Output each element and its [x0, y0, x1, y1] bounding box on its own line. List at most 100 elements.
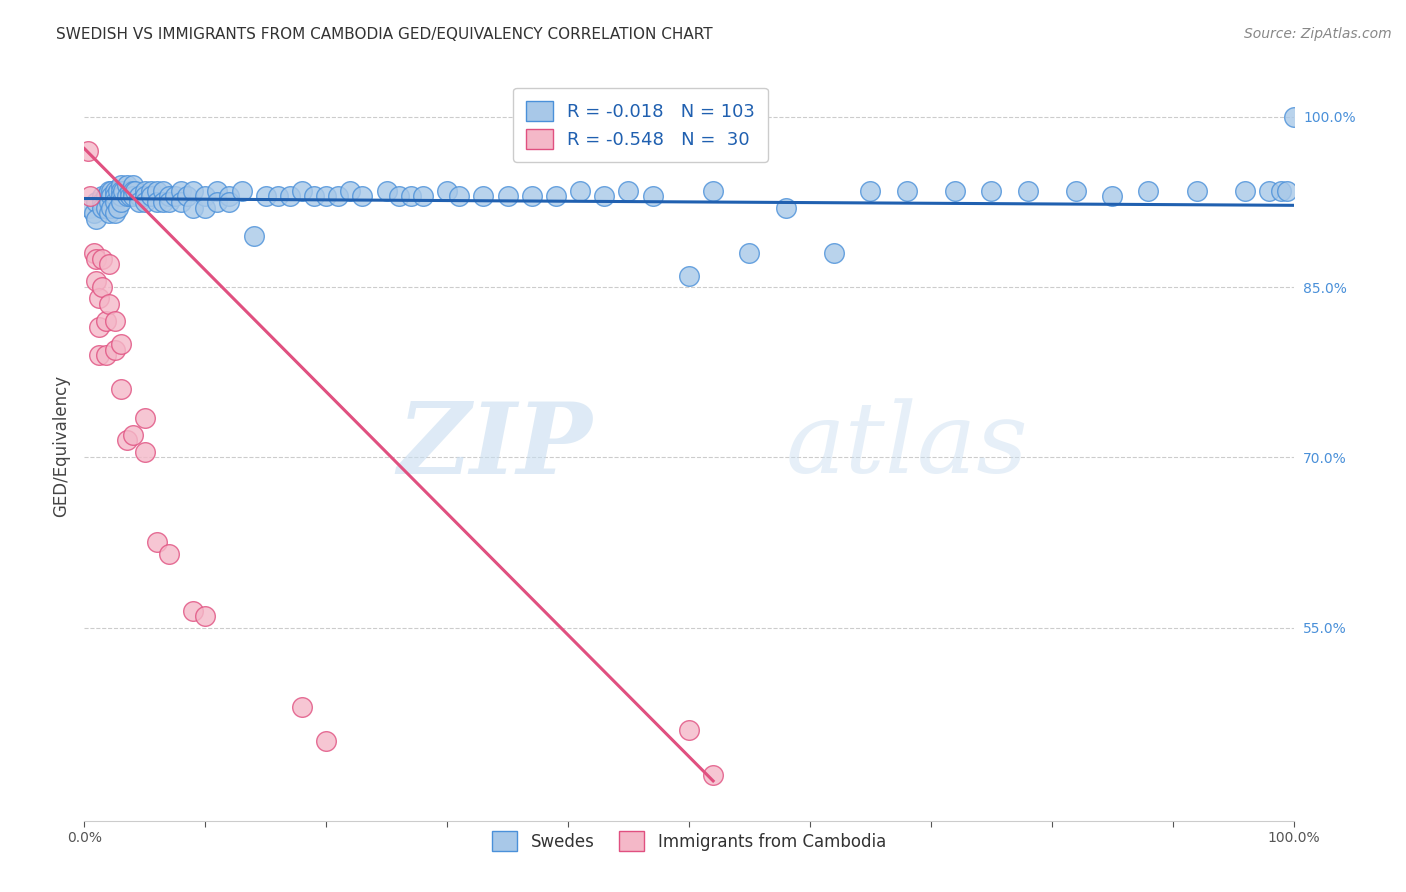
Point	[1101, 189, 1123, 203]
Point	[120, 184, 142, 198]
Point	[170, 184, 193, 198]
Point	[702, 184, 724, 198]
Point	[569, 184, 592, 198]
Point	[1064, 184, 1087, 198]
Point	[388, 189, 411, 203]
Point	[593, 189, 616, 203]
Point	[157, 194, 180, 209]
Point	[823, 246, 845, 260]
Point	[412, 189, 434, 203]
Point	[207, 194, 229, 209]
Point	[94, 201, 117, 215]
Point	[315, 734, 337, 748]
Point	[79, 189, 101, 203]
Point	[1185, 184, 1208, 198]
Point	[83, 246, 105, 260]
Point	[302, 189, 325, 203]
Point	[115, 189, 138, 203]
Point	[110, 336, 132, 351]
Point	[176, 189, 198, 203]
Point	[107, 201, 129, 215]
Point	[194, 201, 217, 215]
Point	[134, 444, 156, 458]
Point	[94, 348, 117, 362]
Point	[134, 184, 156, 198]
Point	[194, 189, 217, 203]
Point	[702, 768, 724, 782]
Point	[139, 184, 162, 198]
Point	[97, 194, 120, 209]
Point	[170, 194, 193, 209]
Point	[278, 189, 301, 203]
Point	[104, 189, 127, 203]
Point	[1270, 184, 1292, 198]
Point	[181, 184, 204, 198]
Point	[678, 723, 700, 737]
Point	[121, 178, 143, 192]
Point	[194, 609, 217, 624]
Point	[254, 189, 277, 203]
Point	[520, 189, 543, 203]
Point	[328, 189, 350, 203]
Point	[104, 206, 127, 220]
Point	[157, 547, 180, 561]
Point	[86, 194, 108, 209]
Point	[104, 314, 127, 328]
Point	[146, 184, 169, 198]
Point	[94, 189, 117, 203]
Point	[87, 319, 110, 334]
Point	[110, 194, 132, 209]
Point	[315, 189, 337, 203]
Point	[146, 194, 169, 209]
Text: atlas: atlas	[786, 399, 1028, 493]
Point	[91, 252, 114, 266]
Point	[86, 211, 108, 226]
Point	[121, 189, 143, 203]
Point	[91, 194, 114, 209]
Point	[100, 189, 122, 203]
Point	[1258, 184, 1281, 198]
Point	[139, 189, 162, 203]
Point	[449, 189, 471, 203]
Legend: Swedes, Immigrants from Cambodia: Swedes, Immigrants from Cambodia	[485, 825, 893, 857]
Point	[775, 201, 797, 215]
Point	[152, 184, 174, 198]
Text: ZIP: ZIP	[398, 398, 592, 494]
Point	[375, 184, 398, 198]
Point	[181, 604, 204, 618]
Point	[128, 194, 150, 209]
Point	[980, 184, 1002, 198]
Point	[859, 184, 882, 198]
Point	[1234, 184, 1257, 198]
Text: SWEDISH VS IMMIGRANTS FROM CAMBODIA GED/EQUIVALENCY CORRELATION CHART: SWEDISH VS IMMIGRANTS FROM CAMBODIA GED/…	[56, 27, 713, 42]
Point	[181, 201, 204, 215]
Point	[91, 201, 114, 215]
Point	[100, 184, 122, 198]
Point	[678, 268, 700, 283]
Point	[352, 189, 374, 203]
Point	[110, 382, 132, 396]
Point	[121, 427, 143, 442]
Point	[544, 189, 567, 203]
Point	[943, 184, 966, 198]
Point	[110, 184, 132, 198]
Point	[115, 178, 138, 192]
Point	[1282, 110, 1305, 124]
Point	[146, 535, 169, 549]
Point	[121, 184, 143, 198]
Point	[94, 314, 117, 328]
Point	[1017, 184, 1039, 198]
Point	[436, 184, 458, 198]
Point	[104, 343, 127, 357]
Point	[152, 194, 174, 209]
Point	[87, 348, 110, 362]
Point	[104, 194, 127, 209]
Point	[120, 189, 142, 203]
Point	[291, 184, 314, 198]
Point	[165, 189, 187, 203]
Point	[242, 229, 264, 244]
Point	[267, 189, 290, 203]
Point	[134, 410, 156, 425]
Point	[399, 189, 422, 203]
Point	[496, 189, 519, 203]
